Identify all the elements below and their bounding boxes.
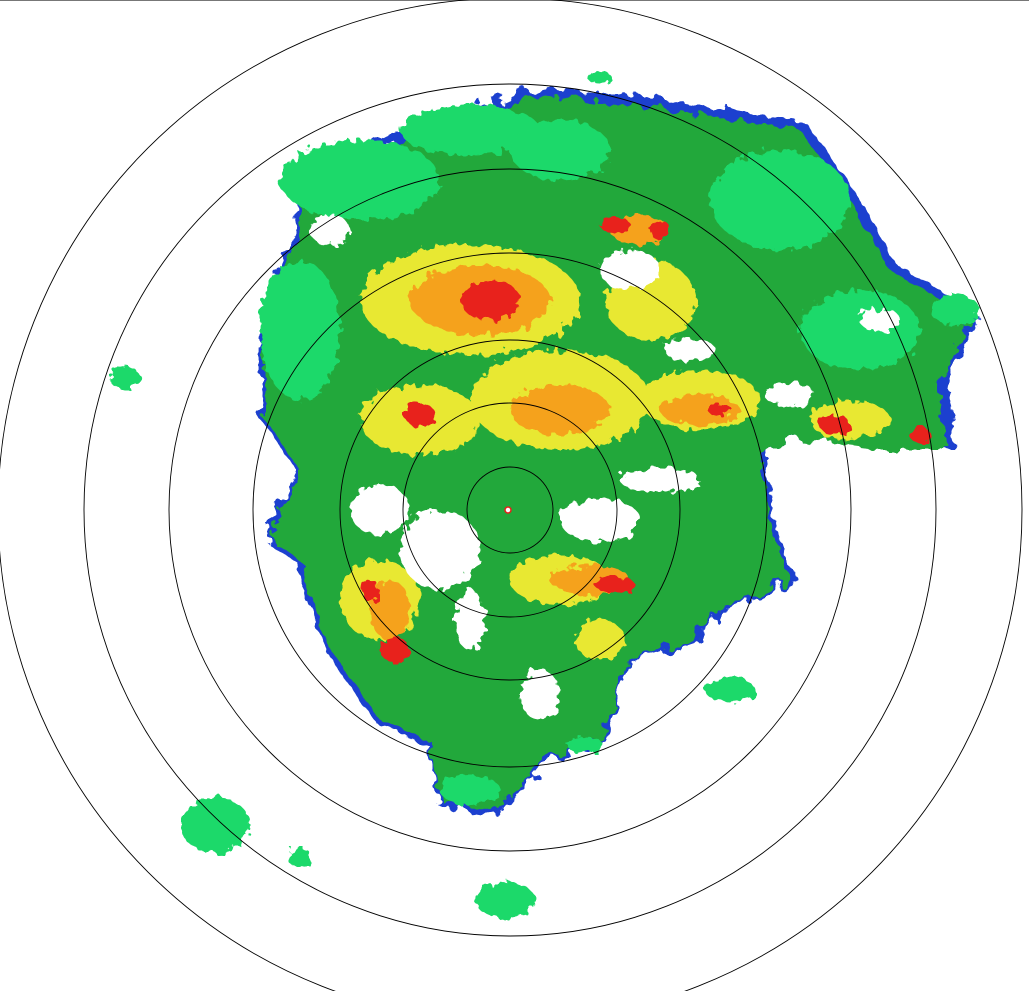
top-border: [0, 0, 1029, 1]
echo-clear: [350, 485, 410, 535]
range-ring-3: [339, 339, 681, 681]
echo-cell: [705, 678, 755, 702]
radar-site-marker: [504, 506, 512, 514]
echo-heavy: [510, 385, 610, 435]
echo-light: [280, 140, 440, 220]
echo-intense: [600, 217, 630, 233]
echo-clear: [860, 308, 900, 332]
range-ring-2: [402, 402, 618, 618]
echo-clear: [600, 250, 660, 290]
echo-clear: [620, 468, 700, 492]
echo-light: [710, 150, 850, 250]
range-ring-4: [252, 252, 768, 768]
echo-clear: [765, 383, 815, 407]
echo-clear: [560, 498, 640, 542]
echo-intense: [910, 427, 930, 443]
echo-intense: [820, 415, 850, 435]
echo-clear: [455, 590, 485, 650]
echo-clear: [520, 670, 560, 720]
echo-intense: [708, 404, 732, 416]
echo-heavy: [370, 580, 410, 640]
echo-clear: [310, 215, 350, 245]
echo-light: [400, 105, 540, 155]
echo-light: [510, 120, 610, 180]
echo-clear: [400, 510, 480, 590]
echo-intense: [650, 220, 670, 240]
echo-light: [800, 290, 920, 370]
echo-light: [260, 260, 340, 400]
echo-cell: [588, 72, 612, 84]
echo-moderate: [575, 620, 625, 660]
echo-cell: [288, 848, 312, 868]
range-ring-1: [466, 466, 554, 554]
echo-moderate: [810, 400, 890, 440]
echo-cell: [475, 882, 535, 918]
echo-cell: [180, 797, 250, 853]
echo-heavy: [660, 395, 740, 425]
echo-cell: [440, 775, 500, 805]
echo-cell: [567, 737, 603, 753]
echo-clear: [665, 338, 715, 362]
echo-intense: [460, 280, 520, 320]
echo-cell: [110, 366, 140, 390]
echo-cell: [930, 295, 980, 325]
range-ring-5: [168, 168, 852, 852]
reflectivity-echoes: [110, 72, 980, 918]
echo-intense: [595, 577, 635, 593]
echo-intense: [405, 403, 435, 427]
echo-intense: [362, 578, 378, 602]
range-ring-6: [83, 83, 937, 937]
echo-intense: [380, 638, 410, 662]
